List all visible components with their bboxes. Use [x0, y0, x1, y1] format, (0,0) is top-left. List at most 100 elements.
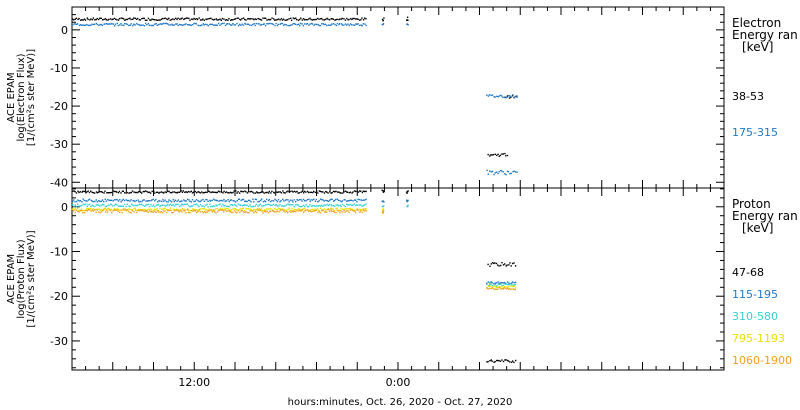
data-point	[489, 360, 491, 362]
data-point	[240, 19, 242, 21]
data-point	[492, 154, 495, 156]
data-point	[210, 200, 212, 202]
data-point	[189, 205, 191, 208]
data-point	[226, 207, 228, 210]
data-point	[87, 204, 89, 206]
data-point	[104, 208, 106, 210]
data-point	[343, 208, 345, 211]
data-point	[195, 23, 197, 25]
data-point	[184, 200, 186, 202]
data-point	[95, 211, 97, 213]
data-point	[261, 205, 263, 207]
data-point	[280, 192, 283, 194]
data-point	[335, 190, 337, 193]
data-point	[134, 204, 137, 207]
data-point	[309, 204, 311, 206]
data-point	[343, 18, 345, 20]
data-point	[159, 23, 161, 25]
data-point	[169, 191, 172, 194]
data-point	[217, 22, 220, 25]
data-point	[132, 18, 134, 20]
data-point	[406, 16, 409, 18]
data-point	[325, 199, 327, 202]
data-point	[244, 211, 246, 213]
data-point	[215, 24, 217, 26]
data-point	[488, 285, 491, 287]
data-point	[215, 212, 217, 214]
data-point	[154, 19, 156, 21]
data-point	[160, 211, 163, 213]
data-point	[493, 288, 495, 290]
data-point	[160, 23, 163, 25]
data-point	[197, 24, 199, 26]
data-point	[95, 22, 98, 25]
data-point	[143, 190, 146, 193]
data-point	[159, 19, 161, 21]
data-point	[497, 96, 499, 98]
data-point	[201, 205, 203, 207]
data-point	[303, 204, 305, 207]
data-point	[297, 192, 299, 194]
data-point	[172, 24, 174, 26]
data-point	[129, 200, 131, 202]
data-point	[217, 211, 219, 213]
data-point	[265, 209, 267, 212]
data-point	[131, 209, 134, 212]
data-point	[381, 189, 383, 192]
data-point	[78, 191, 80, 194]
data-point	[272, 23, 275, 26]
data-point	[229, 204, 232, 206]
data-point	[106, 211, 109, 213]
data-point	[260, 207, 263, 210]
data-point	[334, 19, 336, 21]
data-point	[240, 199, 242, 201]
data-point	[168, 190, 170, 193]
data-point	[317, 205, 319, 207]
data-point	[179, 201, 181, 203]
data-point	[210, 205, 212, 208]
data-point	[135, 191, 138, 194]
data-point	[75, 200, 78, 203]
data-point	[295, 17, 297, 19]
data-point	[495, 282, 498, 284]
data-point	[143, 210, 145, 212]
data-point	[346, 203, 348, 205]
data-point	[260, 24, 263, 26]
data-point	[250, 201, 252, 203]
data-point	[241, 18, 243, 20]
data-point	[361, 209, 363, 211]
data-point	[276, 200, 279, 203]
data-point	[228, 206, 230, 208]
data-point	[175, 17, 177, 19]
data-point	[345, 191, 348, 193]
data-point	[163, 192, 165, 194]
data-point	[139, 19, 141, 21]
data-point	[117, 200, 120, 202]
data-point	[287, 211, 289, 214]
data-point	[381, 18, 384, 21]
data-point	[493, 262, 495, 265]
data-point	[288, 210, 291, 212]
data-point	[381, 200, 383, 203]
data-point	[267, 212, 270, 214]
data-point	[173, 18, 176, 21]
data-point	[72, 24, 74, 26]
data-point	[107, 207, 109, 210]
data-point	[145, 200, 147, 202]
data-point	[353, 209, 356, 211]
data-point	[270, 204, 272, 207]
data-point	[155, 204, 157, 206]
data-point	[194, 190, 197, 193]
data-point	[209, 23, 211, 26]
data-point	[117, 19, 120, 21]
data-point	[490, 154, 492, 156]
data-point	[192, 18, 194, 21]
data-point	[79, 200, 82, 202]
x-tick-label: 12:00	[178, 376, 210, 389]
data-point	[199, 204, 202, 206]
data-point	[512, 286, 514, 288]
data-point	[191, 199, 194, 201]
y-axis-label-line: log(Electron Flux)	[16, 53, 27, 141]
data-point	[74, 23, 77, 25]
data-point	[512, 171, 514, 173]
